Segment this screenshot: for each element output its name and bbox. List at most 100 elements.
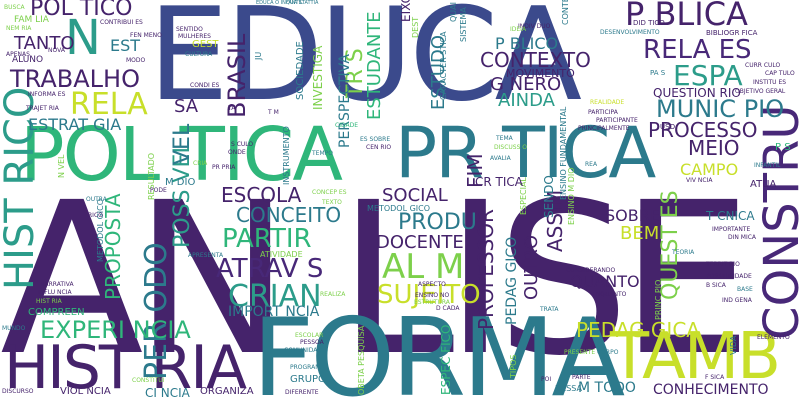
word-cria: CRIA	[193, 160, 208, 167]
word-programa: PROGRAMA	[290, 364, 325, 371]
word-possibilidade: POSSIBILIDADE	[706, 273, 752, 280]
word-tanto: TANTO	[14, 33, 75, 54]
word-trajetoria: TRAJET RIA	[26, 105, 59, 112]
word-relacao: RELA	[70, 87, 148, 122]
word-tema: TEMA	[496, 135, 513, 142]
word-ensinono: ENSINO NO	[415, 292, 450, 299]
word-onde: ONDE	[228, 149, 246, 156]
word-trabalho: TRABALHO	[10, 65, 140, 93]
word-conceito: CONCEITO	[236, 203, 342, 227]
word-experiencia: EXPERI NCIA	[40, 316, 191, 344]
word-historia: HIST RIA	[4, 333, 247, 400]
word-especifico: ESPEC FICO	[439, 324, 453, 395]
word-sobre: SOBRE	[605, 206, 660, 225]
word-outra: OUTRA	[86, 196, 107, 203]
word-metodologico: METODOL GICO	[367, 204, 431, 213]
word-individuo: INDIV DUO	[518, 23, 551, 30]
word-teoria: TEORIA	[672, 249, 695, 256]
word-bem: BEM	[620, 223, 660, 244]
word-nivel2: N VEL	[57, 154, 66, 178]
word-grupo: GRUPO	[290, 374, 326, 385]
word-elemento: ELEMENTO	[757, 334, 790, 341]
word-pessoa: PESSOA	[300, 339, 324, 346]
word-tecnica: T CNICA	[706, 209, 755, 223]
word-fenomeno: FEN MENO	[130, 32, 162, 39]
word-dialogo: DI LOGO	[572, 366, 598, 373]
word-escolar: ESCOLAR	[295, 332, 324, 339]
word-didatico: DID TICO	[633, 19, 665, 27]
word-metodo: M TODO	[578, 380, 636, 396]
word-proposta: PROPOSTA	[101, 193, 125, 300]
word-contribui: CONTRIBUI ES	[100, 19, 143, 26]
word-sendo: SENDO	[542, 175, 556, 218]
word-fisica: F SICA	[705, 374, 725, 381]
word-busca: BUSCA	[4, 4, 25, 11]
word-considerando: CONSIDERANDO	[566, 267, 616, 274]
word-relacoes: RELA ES	[643, 35, 752, 65]
word-questao: QUEST ES	[658, 190, 683, 300]
word-corpo: CORPO	[597, 349, 619, 356]
word-ps: P S	[775, 142, 791, 153]
word-gest: GEST	[192, 39, 219, 50]
word-top1: EDUCA O INFANTIL	[256, 0, 303, 6]
word-mulheres: MULHERES	[178, 33, 211, 40]
word-importante: IMPORTANTE	[712, 226, 751, 233]
word-caracteristica: CARACTER STICA	[439, 31, 448, 100]
word-nivel: VEL	[170, 123, 195, 165]
word-rea: REA	[585, 161, 598, 168]
word-importancia: IMPORT NCIA	[228, 304, 320, 320]
word-periodo: PER ODO	[139, 242, 174, 380]
word-dinamica: DIN MICA	[728, 234, 757, 241]
word-publico: P BLICO	[495, 34, 559, 53]
word-nem: NEM RIA	[6, 25, 32, 32]
word-escola: ESCOLA	[221, 183, 302, 207]
word-organiza: ORGANIZA	[200, 386, 254, 397]
word-trata: TRATA	[540, 306, 559, 313]
word-atraves: ATRAV S	[216, 254, 324, 284]
word-quanto: QUANTO	[570, 272, 640, 291]
word-ensinomed: ENSINO M DIO	[567, 167, 576, 225]
word-apresenta: APRESENTA	[188, 252, 224, 259]
word-quai: QUAI	[449, 2, 458, 22]
word-construcao: CONSTRU	[754, 104, 800, 340]
word-apenas: APENAS	[6, 51, 30, 58]
word-processo: PROCESSO	[648, 118, 758, 142]
word-cenario: CEN RIO	[366, 144, 392, 151]
word-base: BASE	[737, 286, 753, 293]
word-familia: FAM LIA	[14, 15, 49, 25]
word-pode: PODE	[150, 187, 167, 194]
word-narrativa: NARRATIVA	[40, 281, 74, 288]
word-aspecto: ASPECTO	[418, 281, 446, 288]
word-investiga: INVESTIGA	[311, 45, 325, 110]
word-estudante: ESTUDANTE	[364, 11, 385, 120]
word-pedagogica: PEDAG GICA	[576, 318, 700, 342]
word-dest: DEST	[411, 16, 420, 38]
word-pa: PA S	[650, 69, 666, 77]
word-discussao: DISCUSS O	[494, 144, 528, 151]
word-realidade: REALIDADE	[590, 99, 625, 106]
word-ideia: IDEIA	[510, 26, 527, 33]
word-movimento: MOVIMENTO	[506, 67, 575, 80]
word-ppria: PR PRIA	[212, 164, 236, 171]
word-metodologico-v: METODOL GICO	[96, 198, 105, 262]
word-texto: TEXTO	[322, 199, 342, 206]
word-historia2: HIST RIA	[36, 298, 62, 305]
word-municipio: MUNIC PIO	[656, 95, 785, 123]
word-crianca: CRIAN	[228, 279, 322, 314]
word-campo: CAMPO	[680, 160, 739, 179]
word-cidade: CIDADE	[335, 122, 358, 129]
word-avalia: AVALIA	[490, 155, 511, 162]
word-conte: CONTE	[561, 0, 570, 25]
word-rico: RICO	[88, 212, 103, 219]
word-nova: NOVA	[48, 47, 65, 54]
word-tambem: TAMB M	[610, 320, 800, 394]
word-critica: CR TICA	[475, 175, 523, 189]
word-enquanto: ENQUANTO	[592, 291, 627, 298]
word-objetivo: OBJETIVO GERAL	[735, 88, 786, 95]
word-discurso: DISCURSO	[2, 388, 34, 395]
word-estrutura: ESTRUTURA	[414, 299, 450, 306]
word-cultura: CULTURA	[185, 51, 213, 58]
word-compreen: COMPREEN	[28, 307, 85, 318]
word-est: EST	[110, 36, 141, 55]
